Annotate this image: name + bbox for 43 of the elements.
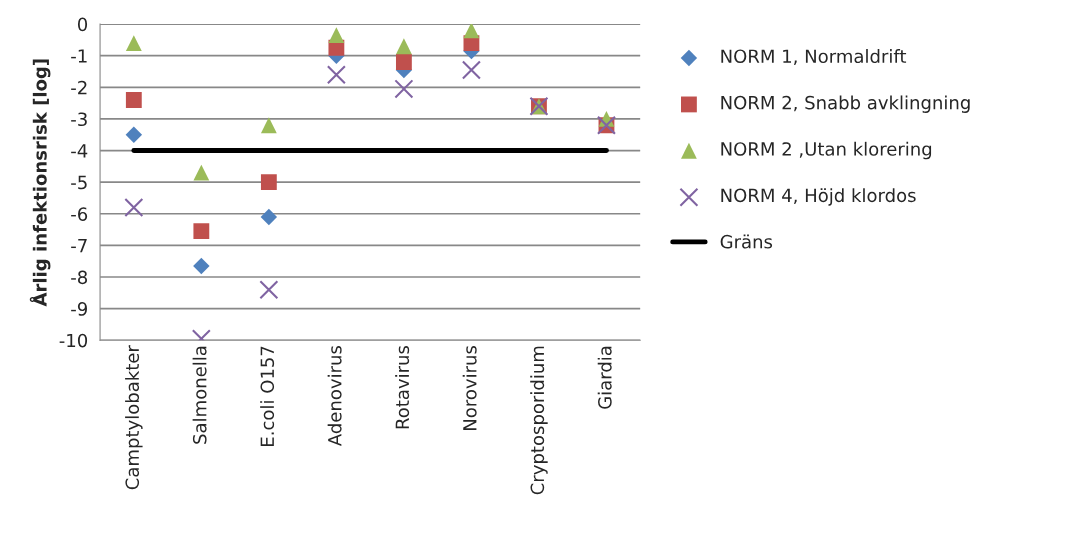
point [125, 35, 142, 51]
point [394, 79, 414, 99]
y-tick-label: -9 [71, 302, 87, 316]
y-tick-label: -6 [71, 207, 88, 221]
point [260, 208, 278, 226]
point [260, 117, 277, 134]
x-tick-label: Giardia [597, 346, 612, 409]
point [461, 60, 481, 80]
point [193, 257, 210, 275]
y-tick-label: -1 [71, 49, 87, 63]
point [193, 223, 210, 240]
legend-label: NORM 4, Höjd klordos [721, 188, 916, 206]
x-tick-label: Salmonella [192, 346, 207, 444]
y-axis-title: Årlig infektionsrisk [log] [29, 59, 51, 307]
point [260, 174, 277, 191]
y-tick-label: -7 [71, 239, 87, 253]
legend-label: NORM 2, Snabb avklingning [721, 95, 970, 113]
point [326, 65, 346, 85]
legend-label: NORM 2 ,Utan klorering [721, 141, 932, 160]
y-tick-label: -10 [59, 333, 88, 348]
y-tick-label: -4 [71, 144, 88, 158]
point [328, 27, 345, 44]
x-tick-label: E.coli O157 [260, 346, 275, 446]
y-tick-label: 0 [77, 17, 88, 32]
y-tick-label: -5 [71, 175, 87, 190]
y-tick-label: -3 [71, 112, 87, 127]
y-tick-label: -2 [71, 80, 87, 95]
legend-label: Gräns [720, 234, 773, 249]
x-tick-label: Camptylobakter [125, 345, 143, 490]
x-tick-label: Adenovirus [327, 346, 342, 447]
x-tick-label: Norovirus [462, 346, 477, 430]
point [463, 24, 480, 39]
point [395, 38, 412, 55]
point [259, 280, 279, 300]
point [124, 197, 144, 218]
point [395, 54, 412, 70]
point [125, 92, 142, 108]
x-tick-label: Cryptosporidium [530, 346, 548, 495]
point [193, 164, 210, 181]
legend-label: NORM 1, Normaldrift [721, 49, 907, 65]
x-tick-label: Rotavirus [395, 346, 410, 429]
y-tick-label: -8 [71, 270, 88, 285]
point [125, 126, 143, 143]
